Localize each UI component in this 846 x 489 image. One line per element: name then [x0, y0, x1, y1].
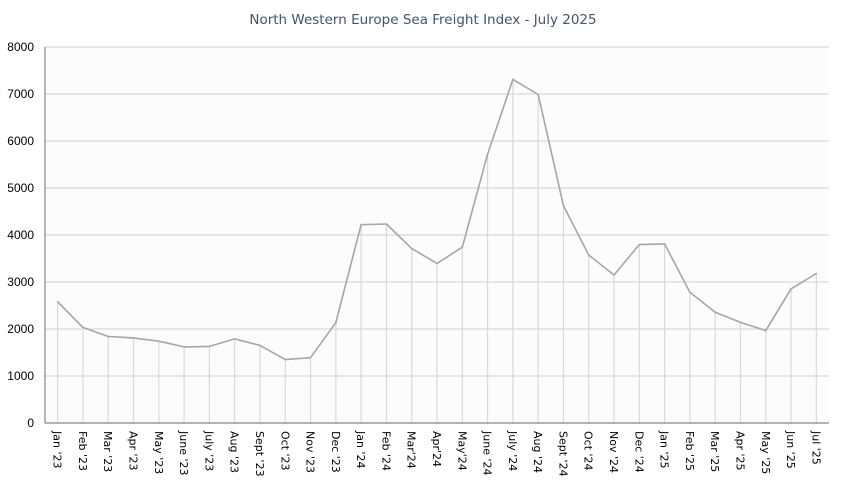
data-point [360, 223, 362, 226]
x-tick-label: Jan '25 [658, 430, 671, 468]
x-tick-label: July '23 [202, 430, 215, 471]
data-point [587, 254, 590, 256]
x-tick-label: June '24 [481, 430, 494, 475]
data-point [562, 205, 565, 207]
y-axis-tick-labels: 0 1000 2000 3000 4000 5000 6000 7000 8000 [7, 40, 34, 430]
x-tick-label: Feb '23 [76, 431, 89, 471]
data-point [790, 288, 792, 290]
x-tick-label: Jan '24 [354, 430, 367, 468]
y-tick-label: 6000 [7, 134, 34, 148]
data-point [461, 246, 464, 249]
y-tick-label: 0 [27, 416, 34, 430]
x-tick-label: Mar '25 [708, 431, 721, 472]
x-tick-label: Feb '24 [379, 431, 392, 471]
data-point [259, 344, 261, 347]
data-series [56, 78, 818, 361]
x-tick-label: Apr '25 [733, 431, 746, 471]
data-point [56, 300, 59, 303]
data-point [284, 358, 287, 361]
data-point [233, 338, 236, 340]
x-tick-label: Mar'24 [405, 431, 418, 469]
x-tick-label: Nov '23 [304, 431, 317, 473]
x-tick-label: Dec '24 [632, 431, 645, 473]
x-tick-label: May '23 [152, 431, 165, 474]
x-tick-label: Dec '23 [329, 431, 342, 473]
x-tick-label: Mar '23 [101, 431, 114, 472]
data-point [183, 346, 185, 348]
x-tick-label: Jul '25 [809, 430, 822, 465]
x-tick-label: Nov '24 [607, 431, 620, 473]
x-axis-tick-labels: Jan '23 Feb '23 Mar '23 Apr '23 May '23 June … [51, 430, 823, 477]
x-tick-label: May '25 [759, 431, 772, 474]
data-point [132, 337, 135, 339]
x-tick-label: Apr '23 [127, 431, 140, 471]
x-tick-label: May'24 [455, 431, 468, 471]
data-point [512, 78, 514, 81]
x-tick-label: Jun '25 [784, 430, 797, 469]
x-tick-label: Oct '23 [278, 431, 291, 471]
drop-lines [57, 79, 817, 423]
y-tick-label: 8000 [7, 40, 34, 54]
data-point [764, 329, 767, 332]
x-tick-label: Jan '23 [51, 430, 64, 468]
chart-title: North Western Europe Sea Freight Index -… [249, 12, 596, 28]
data-point [613, 274, 615, 276]
data-point [739, 321, 742, 324]
x-tick-label: Aug '23 [228, 431, 241, 473]
y-tick-label: 3000 [7, 275, 34, 289]
x-tick-label: Oct '24 [582, 431, 595, 471]
x-tick-label: Sept '23 [253, 431, 266, 477]
data-point [436, 262, 438, 265]
y-tick-label: 7000 [7, 87, 34, 101]
data-point [537, 93, 539, 96]
data-point [410, 247, 413, 250]
data-point [486, 153, 489, 155]
data-point [689, 291, 691, 294]
data-point [107, 335, 110, 338]
data-point [815, 272, 818, 275]
data-point [158, 340, 160, 343]
y-tick-label: 2000 [7, 322, 34, 336]
data-point [714, 311, 716, 314]
x-tick-label: July '24 [506, 430, 519, 471]
y-tick-label: 4000 [7, 228, 34, 242]
data-point [82, 326, 84, 329]
data-point [638, 243, 641, 246]
data-point [208, 345, 211, 348]
data-point [385, 223, 388, 225]
x-tick-label: June '23 [177, 430, 190, 475]
x-tick-label: Sept '24 [556, 431, 569, 477]
y-tick-label: 1000 [7, 369, 34, 383]
data-point [309, 356, 312, 359]
x-tick-label: Apr'24 [430, 431, 443, 467]
data-point [663, 243, 666, 245]
x-tick-label: Aug '24 [531, 431, 544, 473]
y-tick-label: 5000 [7, 181, 34, 195]
data-point [335, 321, 337, 324]
x-tick-label: Feb '25 [683, 431, 696, 471]
